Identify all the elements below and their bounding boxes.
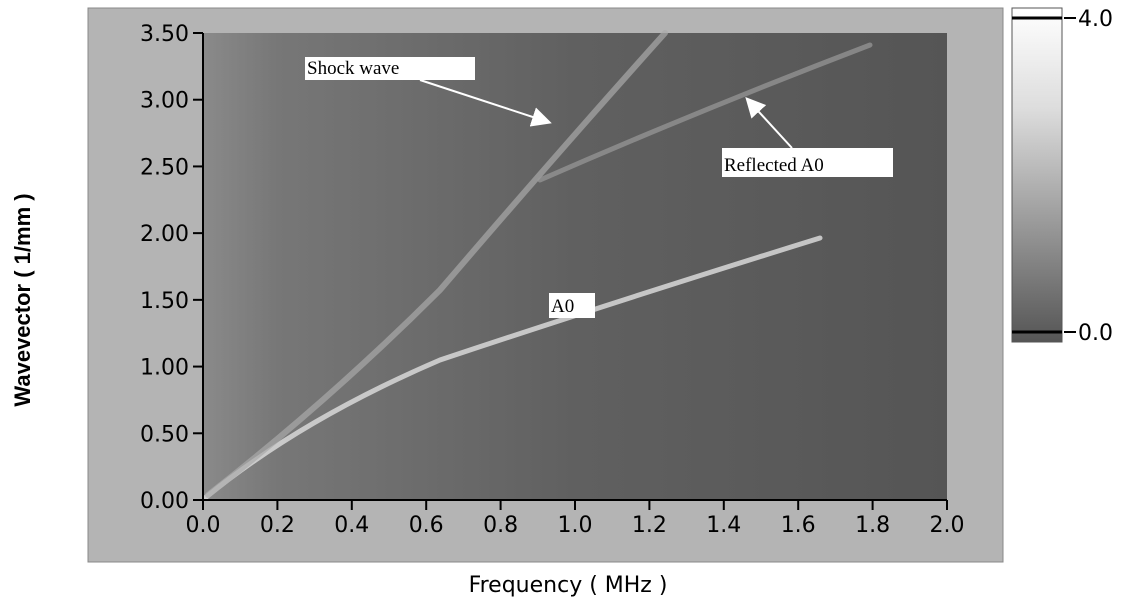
annotation-box [722, 148, 893, 177]
colorbar-tick-label: 4.0 [1078, 7, 1113, 32]
x-tick-label: 0.0 [186, 513, 221, 538]
annotation: A0 [551, 296, 574, 317]
y-tick-label: 0.00 [140, 489, 189, 514]
x-tick-label: 1.8 [855, 513, 890, 538]
x-tick-label: 1.4 [706, 513, 741, 538]
colorbar-tick-label: 0.0 [1078, 321, 1113, 346]
y-tick-label: 2.50 [140, 155, 189, 180]
heatmap [203, 33, 947, 500]
annotation: Shock wave [307, 58, 399, 79]
annotation-box [549, 293, 595, 318]
y-tick-label: 3.00 [140, 89, 189, 114]
x-tick-label: 2.0 [930, 513, 965, 538]
colorbar [1011, 7, 1063, 343]
y-tick-label: 1.50 [140, 289, 189, 314]
x-tick-label: 0.4 [334, 513, 369, 538]
x-tick-label: 1.0 [558, 513, 593, 538]
annotation: Reflected A0 [724, 155, 824, 176]
x-tick-label: 0.2 [260, 513, 295, 538]
x-tick-label: 1.2 [632, 513, 667, 538]
y-tick-label: 3.50 [140, 22, 189, 47]
y-tick-label: 2.00 [140, 222, 189, 247]
y-tick-label: 0.50 [140, 422, 189, 447]
x-tick-label: 0.8 [483, 513, 518, 538]
annotation-arrow [419, 79, 552, 127]
y-axis-label: Wavevector ( 1/mm ) [10, 193, 35, 406]
x-tick-label: 1.6 [781, 513, 816, 538]
annotation-arrow [745, 97, 793, 149]
ridges [202, 30, 873, 501]
x-tick-label: 0.6 [409, 513, 444, 538]
y-tick-label: 1.00 [140, 356, 189, 381]
x-axis-label: Frequency ( MHz ) [469, 573, 668, 598]
annotation-box [305, 57, 475, 80]
